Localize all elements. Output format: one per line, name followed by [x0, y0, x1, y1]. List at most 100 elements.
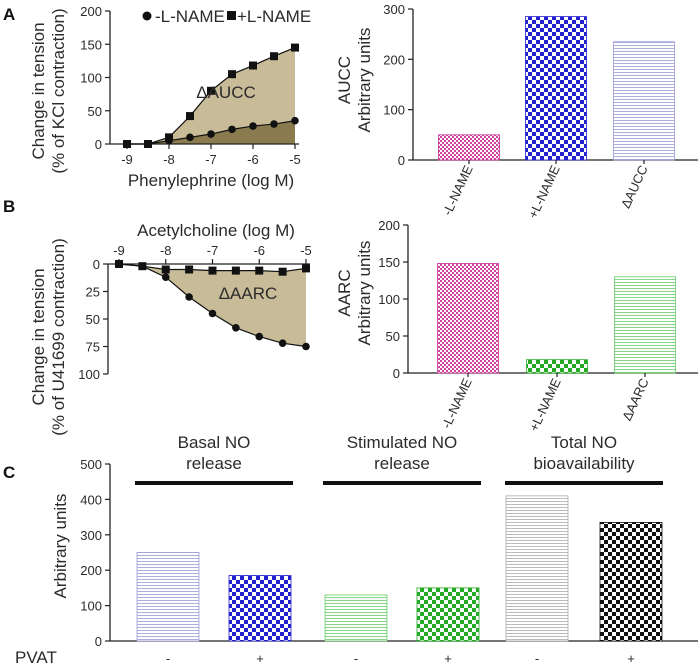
panel-a-bar-y-tick-label: 100 [383, 103, 405, 118]
panel-a-bar-chart: 0 100 200 300 -L-NAME +L-NAME ΔAUCC AUCC Arbitra… [335, 2, 698, 221]
panel-a-bar-y-axis-label: AUCC [335, 56, 354, 104]
panel-a-line-legend-marker-square [227, 11, 236, 20]
panel-a-line-y-tick-label: 200 [80, 4, 102, 19]
panel-b-line-y-tick-label: 75 [86, 340, 100, 355]
panel-a-bar-bar [525, 16, 587, 161]
panel-a-line-y-tick-label: 0 [95, 137, 102, 152]
panel-b-line-point-minus-l-name [208, 309, 217, 318]
panel-b-line-x-tick-label: -8 [160, 243, 172, 258]
panel-b-line-point-plus-l-name [115, 260, 123, 268]
panel-b-line-x-axis-label: Acetylcholine (log M) [137, 221, 295, 240]
panel-a-line-x-tick-label: -9 [121, 152, 133, 167]
panel-a-line-legend-marker-circle [142, 11, 152, 21]
panel-a-bar-x-tick-label: -L-NAME [440, 163, 476, 218]
panel-b-bar-chart: 0 50 100 150 200 -L-NAME +L-NAME ΔAARC AARC Arbit… [335, 218, 698, 434]
panel-c-letter: C [3, 463, 15, 482]
panel-a-letter: A [3, 5, 15, 24]
panel-a-line-point-plus-l-name [228, 70, 236, 79]
panel-a-line-y-tick-label: 150 [80, 37, 102, 52]
panel-c-bar-group-label: release [186, 454, 242, 473]
panel-c-bar-row-label: PVAT [15, 648, 57, 667]
panel-a-line-x-tick-label: -6 [247, 152, 259, 167]
panel-a-bar-x-tick-label: +L-NAME [525, 163, 563, 221]
panel-b-line-chart: 0 25 50 75 100 -9 -8 -7 -6 -5 Acetylcholine (log M… [29, 221, 312, 436]
panel-a-line-x-axis-label: Phenylephrine (log M) [128, 171, 294, 190]
panel-a-line-y-axis-label: (% of KCl contraction) [49, 8, 68, 173]
panel-a-bar-y-axis-label: Arbitrary units [355, 28, 374, 133]
panel-a-line-point-plus-l-name [270, 52, 278, 61]
panel-b-bar-y-axis-label: Arbitrary units [355, 241, 374, 346]
panel-c-bar-y-tick-label: 200 [80, 563, 102, 578]
panel-a-line-point-plus-l-name [207, 86, 215, 95]
panel-a-line-point-plus-l-name [249, 61, 257, 70]
panel-b-letter: B [3, 197, 15, 216]
panel-c-bar-chart: 0 100 200 300 400 500 - + - + - + Arbitrary units Bas… [15, 433, 698, 667]
panel-a-line-difference-fill [127, 47, 295, 145]
panel-c-bar-bar [599, 522, 663, 642]
panel-a-line-point-minus-l-name [207, 130, 215, 138]
panel-c-bar-group-label: Stimulated NO [347, 433, 458, 452]
panel-b-bar-bar [614, 276, 676, 374]
panel-b-line-y-tick-label: 0 [93, 257, 100, 272]
panel-a-line-point-plus-l-name [186, 112, 194, 121]
panel-c-bar-x-tick-label: - [354, 651, 358, 666]
panel-c-bar-group-label: release [374, 454, 430, 473]
panel-b-bar-y-tick-label: 200 [378, 218, 400, 233]
panel-a-line-delta-annotation: ΔAUCC [196, 83, 256, 102]
panel-b-line-point-plus-l-name [208, 266, 217, 275]
panel-b-line-point-plus-l-name [278, 267, 287, 276]
panel-c-bar-y-axis-label: Arbitrary units [51, 494, 70, 599]
panel-a-bar-x-tick-label: ΔAUCC [618, 163, 651, 211]
panel-b-bar-y-axis-label: AARC [335, 269, 354, 316]
panel-b-bar-x-tick-label: -L-NAME [439, 376, 475, 431]
panel-a-line-point-minus-l-name [228, 125, 236, 134]
panel-c-bar-x-tick-label: + [444, 651, 452, 666]
panel-b-bar-bar [437, 263, 499, 374]
panel-c-bar-group-label: Total NO [551, 433, 617, 452]
panel-a-line-point-plus-l-name [123, 140, 131, 148]
panel-c-bar-x-tick-label: + [627, 651, 635, 666]
panel-b-line-point-plus-l-name [302, 264, 310, 273]
panel-b-line-x-tick-label: -5 [300, 243, 312, 258]
panel-c-bar-group-label: Basal NO [178, 433, 251, 452]
panel-a-line-legend-label-plus-l-name: +L-NAME [237, 7, 311, 26]
panel-c-bar-bar [228, 575, 292, 642]
panel-c-bar-bar [324, 594, 388, 642]
panel-b-line-y-axis-label: (% of U41699 contraction) [49, 238, 68, 436]
panel-a-line-x-tick-label: -7 [205, 152, 217, 167]
panel-c-bar-bar [505, 495, 569, 642]
panel-b-line-x-tick-label: -7 [207, 243, 219, 258]
panel-c-bar-y-tick-label: 100 [80, 599, 102, 614]
panel-c-bar-y-tick-label: 500 [80, 457, 102, 472]
panel-b-line-y-axis-label: Change in tension [29, 268, 48, 405]
panel-a-line-chart: 0 50 100 150 200 -9 -8 -7 -6 -5 Phenylephrine (log… [29, 4, 311, 190]
panel-c-bar-y-tick-label: 300 [80, 528, 102, 543]
panel-c-bar-y-tick-label: 400 [80, 492, 102, 507]
panel-a-line-x-tick-label: -5 [289, 152, 301, 167]
panel-c-bar-x-tick-label: + [256, 651, 264, 666]
panel-c-bar-bar [136, 552, 200, 642]
panel-b-line-point-minus-l-name [255, 332, 264, 341]
panel-a-bar-y-tick-label: 300 [383, 2, 405, 17]
panel-c-bar-y-tick-label: 0 [95, 634, 102, 649]
panel-b-line-point-plus-l-name [161, 265, 170, 274]
panel-a-line-point-plus-l-name [165, 133, 173, 142]
panel-a-line-point-minus-l-name [186, 133, 194, 142]
panel-b-line-point-plus-l-name [255, 266, 264, 275]
panel-b-bar-x-tick-label: +L-NAME [526, 376, 564, 434]
panel-b-line-point-minus-l-name [302, 342, 310, 351]
panel-a-line-point-minus-l-name [249, 122, 257, 130]
panel-b-bar-y-tick-label: 150 [378, 255, 400, 270]
panel-b-line-delta-annotation: ΔAARC [219, 284, 278, 303]
panel-c-bar-x-tick-label: - [535, 651, 539, 666]
panel-b-line-point-plus-l-name [185, 265, 194, 274]
panel-a-line-y-axis-label: Change in tension [29, 22, 48, 159]
panel-b-line-point-plus-l-name [138, 262, 147, 271]
panel-a-bar-y-tick-label: 200 [383, 52, 405, 67]
panel-a-bar-y-tick-label: 0 [398, 153, 405, 168]
panel-b-bar-bar [526, 359, 588, 374]
panel-b-line-point-minus-l-name [161, 273, 170, 282]
panel-b-line-point-minus-l-name [185, 293, 193, 301]
panel-a-line-legend-label-minus-l-name: -L-NAME [155, 7, 225, 26]
